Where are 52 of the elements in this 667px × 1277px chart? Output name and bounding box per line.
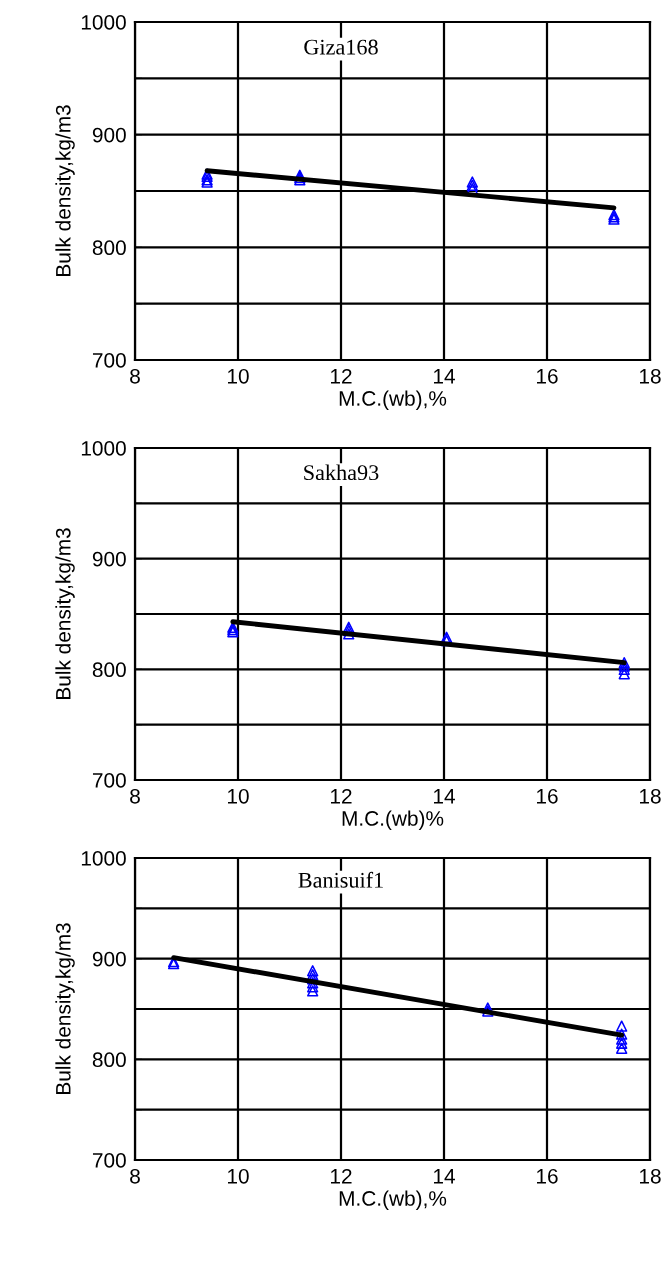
point: [615, 1042, 628, 1054]
y-tick-label: 900: [92, 551, 126, 567]
y-axis-title: Bulk density,kg/m3: [55, 923, 75, 1094]
x-tick-label: 16: [537, 788, 558, 804]
point: [466, 179, 479, 192]
x-tick-label: 12: [331, 788, 352, 804]
x-tick-label: 14: [434, 369, 455, 384]
x-tick-label: 8: [130, 788, 140, 804]
y-tick-label: 1000: [81, 851, 126, 866]
y-tick-label: 700: [92, 773, 126, 788]
point: [306, 969, 319, 981]
x-tick-label: 10: [228, 368, 249, 384]
y-axis-title: Bulk density,kg/m3: [55, 105, 75, 276]
y-tick-label: 700: [92, 353, 126, 368]
x-tick-label: 12: [331, 1168, 352, 1184]
x-tick-label: 14: [434, 789, 455, 804]
x-tick-label: 18: [640, 1168, 661, 1184]
x-tick-label: 8: [130, 368, 140, 384]
y-tick-label: 800: [92, 662, 126, 678]
annotation: Sakha93: [304, 464, 379, 481]
x-tick-label: 10: [228, 788, 249, 804]
y-tick-label: 1000: [81, 15, 126, 30]
x-tick-label: 18: [640, 368, 661, 384]
point: [618, 668, 630, 680]
x-tick-label: 16: [537, 368, 558, 384]
y-tick-label: 800: [92, 240, 126, 256]
x-axis-title: M.C.(wb),%: [339, 1190, 447, 1210]
y-tick-label: 800: [92, 1052, 126, 1068]
x-tick-label: 16: [537, 1168, 558, 1184]
point: [615, 1020, 628, 1032]
x-tick-label: 14: [434, 1169, 455, 1184]
x-axis-title: M.C.(wb)%: [342, 810, 444, 830]
y-tick-label: 900: [92, 951, 126, 967]
point: [306, 985, 319, 997]
y-tick-label: 700: [92, 1153, 126, 1168]
y-tick-label: 900: [92, 127, 126, 143]
annotation: Banisuif1: [298, 871, 383, 888]
point: [466, 176, 479, 188]
x-tick-label: 8: [130, 1168, 140, 1184]
point: [440, 631, 453, 643]
point: [306, 965, 319, 977]
point: [615, 1037, 628, 1049]
point: [615, 1028, 628, 1040]
y-axis-title: Bulk density,kg/m3: [55, 528, 75, 699]
x-tick-label: 10: [228, 1168, 249, 1184]
annotation: Giza168: [304, 39, 378, 55]
x-tick-label: 12: [331, 368, 352, 384]
y-tick-label: 1000: [81, 441, 126, 456]
x-axis-title: M.C.(wb),%: [339, 390, 447, 410]
point: [343, 621, 355, 633]
point: [343, 628, 355, 640]
x-tick-label: 18: [640, 788, 661, 804]
